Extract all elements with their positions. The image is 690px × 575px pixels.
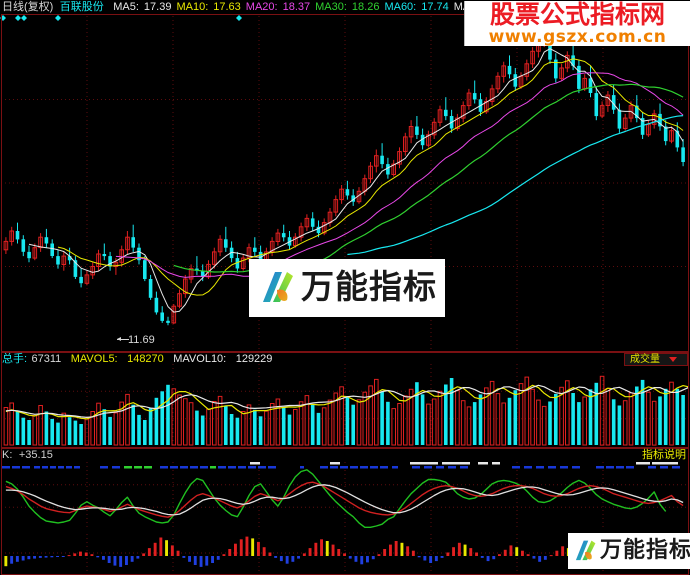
volume-chart <box>1 364 690 446</box>
watermark-site-title: 股票公式指标网 <box>489 1 665 29</box>
period-label[interactable]: 日线(复权) <box>2 1 54 13</box>
ma-legend-value-2: 18.37 <box>282 1 311 13</box>
watermark-center-text: 万能指标 <box>301 267 437 306</box>
low-marker-arrow <box>117 337 129 341</box>
watermark-center: 万能指标 <box>249 259 445 317</box>
volume-selector-label: 成交量 <box>630 354 660 365</box>
stock-name-label[interactable]: 百联股份 <box>59 1 104 13</box>
ma-legend-label-0: MA5: <box>113 1 139 13</box>
k-value-label: K: <box>2 449 13 461</box>
ma-legend-label-1: MA10: <box>176 1 209 13</box>
volume-header: 总手: 67311 MAVOL5: 148270 MAVOL10: 129229 <box>0 352 690 366</box>
watermark-bottom-right: 万能指标 <box>568 533 690 569</box>
low-price-label: 11.69 <box>128 334 155 346</box>
indicator-header: K: +35.15 <box>0 448 690 462</box>
kdj-indicator-chart <box>1 462 689 572</box>
ma-legend-value-1: 17.63 <box>213 1 241 13</box>
watermark-bottom-text: 万能指标 <box>600 538 690 563</box>
volume-total-label: 总手: <box>2 353 28 365</box>
brand-logo-icon-small <box>575 540 596 561</box>
volume-panel[interactable]: 总手: 67311 MAVOL5: 148270 MAVOL10: 129229… <box>0 352 690 448</box>
mavol10-label: MAVOL10: <box>173 353 227 365</box>
mavol5-value: 148270 <box>127 353 164 365</box>
volume-total-value: 67311 <box>31 353 62 365</box>
k-value: +35.15 <box>18 449 53 461</box>
chevron-down-icon <box>669 357 678 362</box>
ma-legend-label-4: MA60: <box>384 1 417 13</box>
watermark-site-banner: 股票公式指标网 www.gszx.com.cn <box>464 1 690 46</box>
watermark-site-url: www.gszx.com.cn <box>488 27 667 46</box>
ma-legend-value-0: 17.39 <box>143 1 172 13</box>
ma-legend-value-3: 18.26 <box>351 1 380 13</box>
ma-legend-label-2: MA20: <box>245 1 278 13</box>
ma-legend-value-4: 17.74 <box>421 1 449 13</box>
ma-legend-label-3: MA30: <box>315 1 347 13</box>
brand-logo-icon <box>263 272 293 302</box>
volume-indicator-selector[interactable]: 成交量 <box>624 353 688 366</box>
mavol10-value: 129229 <box>235 353 273 365</box>
indicator-help-button[interactable]: 指标说明 <box>636 449 688 462</box>
indicator-help-label: 指标说明 <box>642 449 686 461</box>
mavol5-label: MAVOL5: <box>70 353 118 365</box>
